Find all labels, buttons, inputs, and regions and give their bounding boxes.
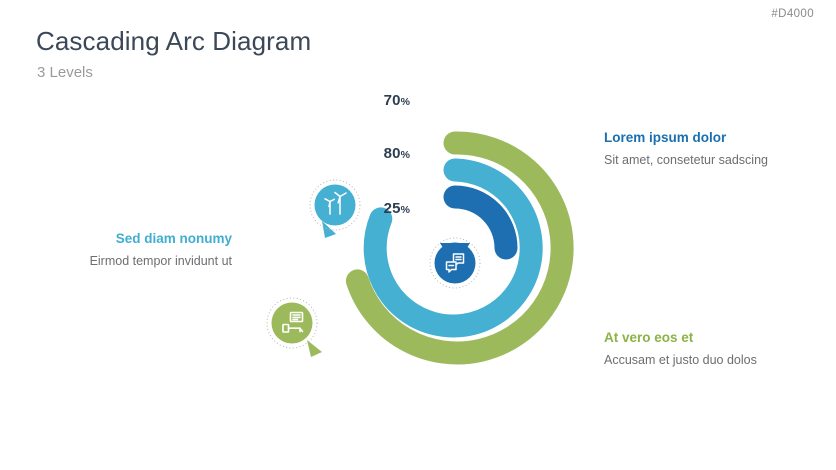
callout-title: At vero eos et — [604, 330, 694, 345]
arc-segment-green[interactable] — [345, 131, 574, 365]
dotted-ring-green — [266, 297, 318, 349]
callout-title: Lorem ipsum dolor — [604, 130, 727, 145]
percent-label-blue-dark: 25% — [352, 200, 410, 218]
percent-value: 70 — [383, 92, 401, 109]
wind-turbine-icon — [324, 191, 347, 215]
dotted-ring-blue-dark — [429, 237, 481, 289]
callout-body: Eirmod tempor invidunt ut — [89, 254, 232, 268]
callout-body: Accusam et justo duo dolos — [604, 353, 757, 367]
page-subtitle: 3 Levels — [37, 64, 93, 81]
callout-sed-diam-nonumy: Sed diam nonumy Eirmod tempor invidunt u… — [60, 231, 232, 270]
percent-symbol: % — [400, 96, 410, 108]
document-code: #D4000 — [771, 8, 814, 20]
chat-bubbles-icon — [445, 253, 465, 273]
icon-circle-green — [271, 302, 313, 344]
arc-segment-blue-dark[interactable] — [443, 185, 518, 260]
percent-label-green: 70% — [352, 92, 410, 110]
callout-title: Sed diam nonumy — [115, 231, 232, 246]
callout-at-vero-eos-et: At vero eos et Accusam et justo duo dolo… — [604, 330, 804, 369]
percent-value: 80 — [383, 145, 401, 162]
percent-label-blue-light: 80% — [352, 145, 410, 163]
page-title: Cascading Arc Diagram — [36, 26, 312, 56]
presentation-screen-icon — [282, 311, 304, 333]
callout-body: Sit amet, consetetur sadscing — [604, 153, 768, 167]
percent-symbol: % — [400, 204, 410, 216]
icon-badge-blue-light[interactable] — [309, 179, 361, 238]
icon-badge-green[interactable] — [266, 297, 322, 357]
percent-symbol: % — [400, 149, 410, 161]
arc-segment-blue-light[interactable] — [363, 158, 543, 338]
icon-badge-blue-dark[interactable] — [429, 237, 481, 289]
percent-value: 25 — [383, 200, 401, 217]
callout-lorem-ipsum-dolor: Lorem ipsum dolor Sit amet, consetetur s… — [604, 130, 779, 169]
dotted-ring-blue-light — [309, 179, 361, 231]
icon-circle-blue-light — [314, 184, 356, 226]
